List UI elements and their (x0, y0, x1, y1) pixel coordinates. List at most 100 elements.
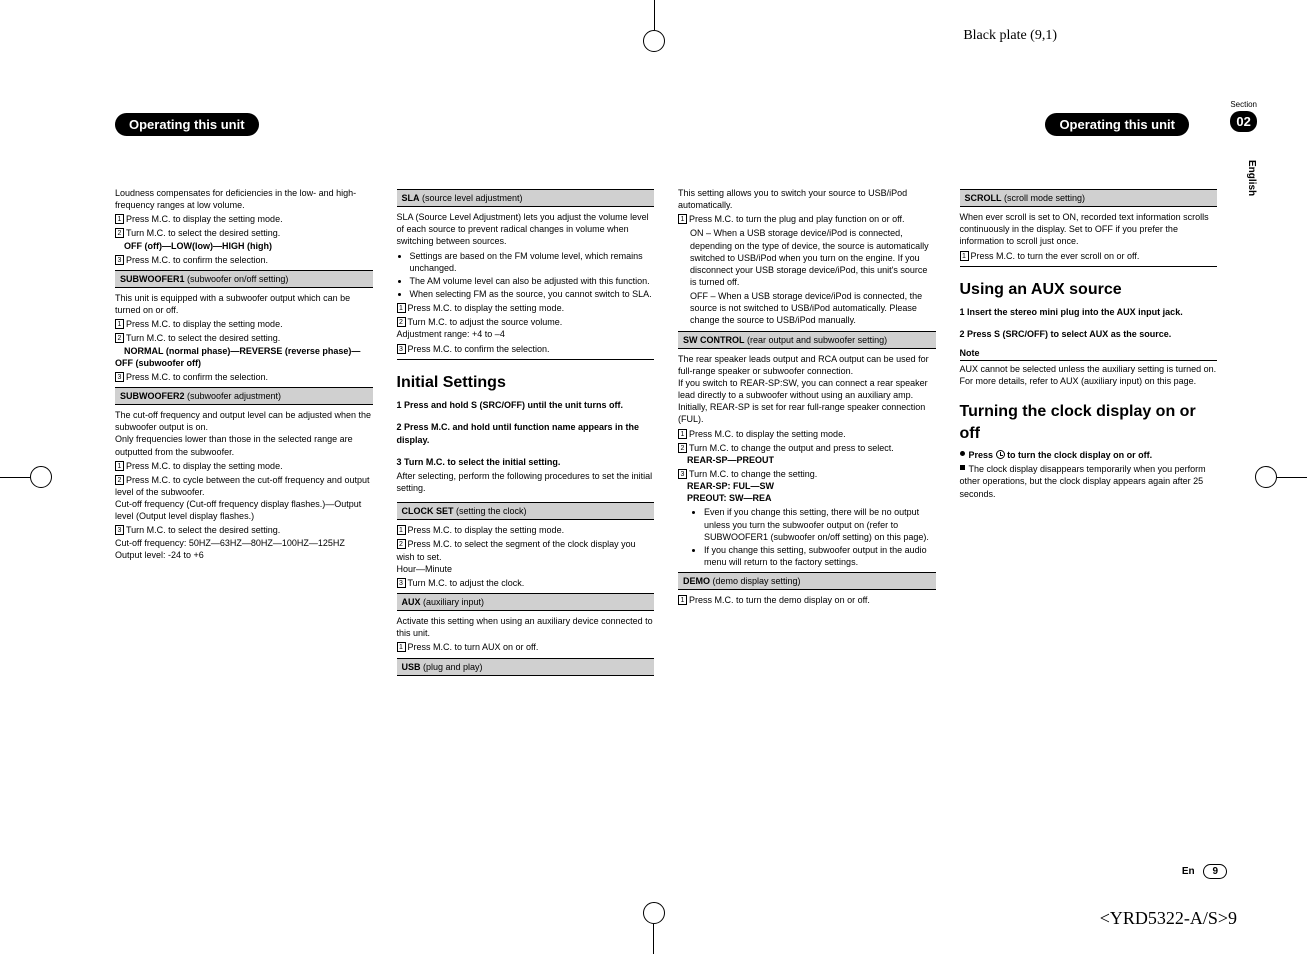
clock-s2-text: Press M.C. to select the segment of the … (397, 539, 636, 573)
sw-s2: 2Turn M.C. to change the output and pres… (678, 442, 936, 466)
sub1-s3-text: Press M.C. to confirm the selection. (126, 372, 268, 382)
aux-title: AUX (402, 597, 421, 607)
square-icon (960, 465, 965, 470)
usb-s1-text: Press M.C. to turn the plug and play fun… (689, 214, 904, 224)
usb-on: ON – When a USB storage device/iPod is c… (678, 227, 936, 288)
clock-desc: (setting the clock) (454, 506, 527, 516)
sw-title: SW CONTROL (683, 335, 745, 345)
sla-bullets: Settings are based on the FM volume leve… (397, 250, 655, 301)
clock-bullet-2: The clock display disappears temporarily… (960, 463, 1218, 499)
sub1-s1: 1Press M.C. to display the setting mode. (115, 318, 373, 330)
clock-b2-text: The clock display disappears temporarily… (960, 464, 1206, 498)
step-3-text: Press M.C. to confirm the selection. (126, 255, 268, 265)
crop-mark-left (0, 452, 50, 502)
initial-settings-heading: Initial Settings (397, 372, 655, 394)
init-step-1: 1 Press and hold S (SRC/OFF) until the u… (397, 399, 655, 411)
demo-s1-text: Press M.C. to turn the demo display on o… (689, 595, 870, 605)
bullet-icon (960, 451, 965, 456)
clock-bullet-1: Press to turn the clock display on or of… (960, 449, 1218, 461)
sla-b1: Settings are based on the FM volume leve… (410, 250, 655, 274)
column-1: Loudness compensates for deficiencies in… (115, 185, 373, 680)
scroll-desc: (scroll mode setting) (1002, 193, 1086, 203)
sub2-desc: (subwoofer adjustment) (185, 391, 282, 401)
step-2-text: Turn M.C. to select the desired setting. (126, 228, 280, 238)
divider (397, 359, 655, 360)
subwoofer2-header: SUBWOOFER2 (subwoofer adjustment) (115, 387, 373, 405)
note-body: AUX cannot be selected unless the auxili… (960, 363, 1218, 387)
subwoofer1-header: SUBWOOFER1 (subwoofer on/off setting) (115, 270, 373, 288)
clock-s3: 3Turn M.C. to adjust the clock. (397, 577, 655, 589)
title-right: Operating this unit (1045, 113, 1189, 136)
sw-b1: Even if you change this setting, there w… (704, 506, 936, 542)
sub1-title: SUBWOOFER1 (120, 274, 185, 284)
sw-header: SW CONTROL (rear output and subwoofer se… (678, 331, 936, 349)
aux-s1: 1Press M.C. to turn AUX on or off. (397, 641, 655, 653)
init-step-2: 2 Press M.C. and hold until function nam… (397, 421, 655, 445)
init-step-3b: After selecting, perform the following p… (397, 470, 655, 494)
aux-desc: (auxiliary input) (421, 597, 485, 607)
usb-off: OFF – When a USB storage device/iPod is … (678, 290, 936, 326)
sub1-s2-text: Turn M.C. to select the desired setting. (126, 333, 280, 343)
clock-s3-text: Turn M.C. to adjust the clock. (408, 578, 525, 588)
sub2-title: SUBWOOFER2 (120, 391, 185, 401)
step-2: 2Turn M.C. to select the desired setting… (115, 227, 373, 251)
step-1: 1Press M.C. to display the setting mode. (115, 213, 373, 225)
sla-title: SLA (402, 193, 420, 203)
demo-header: DEMO (demo display setting) (678, 572, 936, 590)
sw-s2-opt: REAR-SP—PREOUT (687, 455, 774, 465)
sla-s3-text: Press M.C. to confirm the selection. (408, 344, 550, 354)
aux-header: AUX (auxiliary input) (397, 593, 655, 611)
title-left: Operating this unit (115, 113, 259, 136)
section-indicator: Section 02 (1230, 100, 1257, 132)
sub1-s3: 3Press M.C. to confirm the selection. (115, 371, 373, 383)
sw-s3-opt2: PREOUT: SW—REA (687, 493, 772, 503)
divider (960, 266, 1218, 267)
sub1-s2: 2Turn M.C. to select the desired setting… (115, 332, 373, 368)
sla-header: SLA (source level adjustment) (397, 189, 655, 207)
usb-s1: 1Press M.C. to turn the plug and play fu… (678, 213, 936, 225)
column-2: SLA (source level adjustment) SLA (Sourc… (397, 185, 655, 680)
sla-desc: (source level adjustment) (420, 193, 523, 203)
usb-intro: This setting allows you to switch your s… (678, 187, 936, 211)
sw-s2-text: Turn M.C. to change the output and press… (689, 443, 894, 453)
aux-intro: Activate this setting when using an auxi… (397, 615, 655, 639)
scroll-title: SCROLL (965, 193, 1002, 203)
sw-desc: (rear output and subwoofer setting) (745, 335, 888, 345)
scroll-s1-text: Press M.C. to turn the ever scroll on or… (971, 251, 1140, 261)
usb-header: USB (plug and play) (397, 658, 655, 676)
clock-s1: 1Press M.C. to display the setting mode. (397, 524, 655, 536)
demo-desc: (demo display setting) (710, 576, 801, 586)
sla-s1: 1Press M.C. to display the setting mode. (397, 302, 655, 314)
scroll-intro: When ever scroll is set to ON, recorded … (960, 211, 1218, 247)
init-step-3: 3 Turn M.C. to select the initial settin… (397, 456, 655, 468)
aux-step-1: 1 Insert the stereo mini plug into the A… (960, 306, 1218, 318)
clock-display-heading: Turning the clock display on or off (960, 401, 1218, 444)
sw-s1-text: Press M.C. to display the setting mode. (689, 429, 846, 439)
sw-s1: 1Press M.C. to display the setting mode. (678, 428, 936, 440)
sub2-s1-text: Press M.C. to display the setting mode. (126, 461, 283, 471)
step-3: 3Press M.C. to confirm the selection. (115, 254, 373, 266)
usb-title: USB (402, 662, 421, 672)
sub2-s2-text: Press M.C. to cycle between the cut-off … (115, 475, 369, 521)
sub1-intro: This unit is equipped with a subwoofer o… (115, 292, 373, 316)
page-lang: En (1182, 866, 1195, 877)
sub1-s1-text: Press M.C. to display the setting mode. (126, 319, 283, 329)
sla-b2: The AM volume level can also be adjusted… (410, 275, 655, 287)
step-2-opts: OFF (off)—LOW(low)—HIGH (high) (124, 241, 272, 251)
sw-s3-text: Turn M.C. to change the setting. (689, 469, 817, 479)
footer-code: <YRD5322-A/S>9 (1100, 908, 1237, 929)
language-label: English (1246, 160, 1257, 196)
note-label: Note (960, 347, 1218, 361)
crop-mark-bottom (629, 904, 679, 954)
demo-s1: 1Press M.C. to turn the demo display on … (678, 594, 936, 606)
page-number: En 9 (1182, 864, 1227, 879)
sub1-desc: (subwoofer on/off setting) (185, 274, 289, 284)
sub1-s2-opts: NORMAL (normal phase)—REVERSE (reverse p… (115, 346, 360, 368)
aux-source-heading: Using an AUX source (960, 279, 1218, 301)
scroll-header: SCROLL (scroll mode setting) (960, 189, 1218, 207)
sla-s2-text: Turn M.C. to adjust the source volume. A… (397, 317, 563, 339)
crop-mark-right (1257, 452, 1307, 502)
clock-icon (996, 450, 1005, 459)
loudness-intro: Loudness compensates for deficiencies in… (115, 187, 373, 211)
plate-label: Black plate (9,1) (963, 28, 1057, 44)
